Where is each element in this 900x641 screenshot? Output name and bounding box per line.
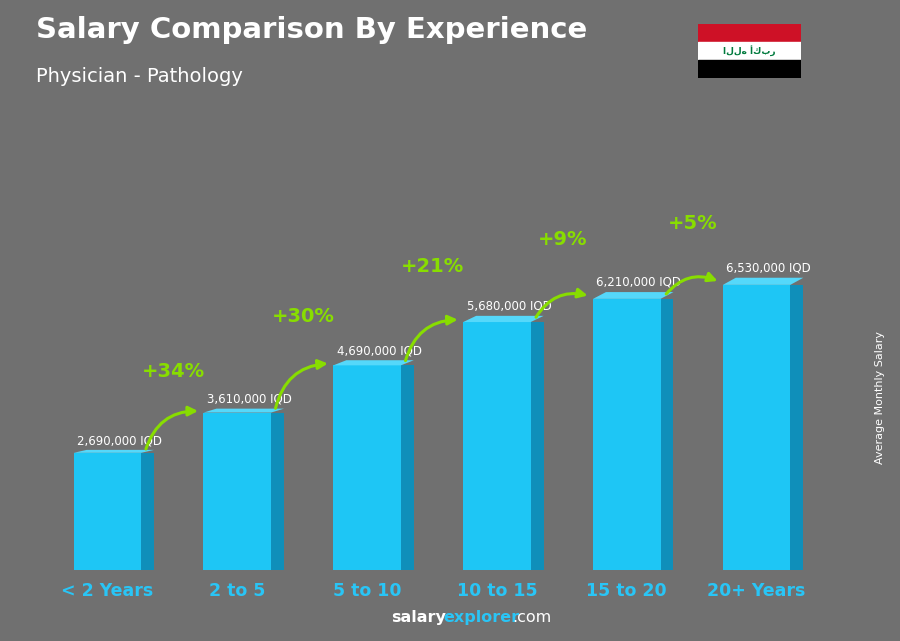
Text: Physician - Pathology: Physician - Pathology (36, 67, 243, 87)
Polygon shape (203, 409, 284, 413)
Polygon shape (271, 413, 284, 570)
Text: explorer: explorer (444, 610, 520, 625)
Text: +9%: +9% (537, 230, 587, 249)
Text: الله أكبر: الله أكبر (723, 46, 776, 56)
Text: Average Monthly Salary: Average Monthly Salary (875, 331, 886, 464)
Polygon shape (464, 316, 544, 322)
Text: 3,610,000 IQD: 3,610,000 IQD (207, 393, 292, 406)
Text: 4,690,000 IQD: 4,690,000 IQD (337, 344, 422, 357)
Text: 6,530,000 IQD: 6,530,000 IQD (726, 262, 811, 274)
Polygon shape (333, 360, 414, 365)
FancyBboxPatch shape (74, 453, 141, 570)
Text: 6,210,000 IQD: 6,210,000 IQD (597, 276, 681, 289)
Text: .com: .com (512, 610, 552, 625)
Bar (698, 24, 801, 42)
Polygon shape (661, 299, 673, 570)
Polygon shape (74, 450, 154, 453)
Text: +5%: +5% (668, 213, 717, 233)
Text: +21%: +21% (401, 257, 464, 276)
Bar (698, 60, 801, 78)
Polygon shape (531, 322, 544, 570)
Text: 5,680,000 IQD: 5,680,000 IQD (466, 300, 552, 313)
Polygon shape (593, 292, 673, 299)
Polygon shape (790, 285, 804, 570)
Polygon shape (141, 453, 154, 570)
FancyBboxPatch shape (203, 413, 271, 570)
Text: Salary Comparison By Experience: Salary Comparison By Experience (36, 16, 587, 44)
Text: +34%: +34% (141, 362, 204, 381)
Bar (698, 42, 801, 60)
Text: 2,690,000 IQD: 2,690,000 IQD (77, 435, 162, 447)
FancyBboxPatch shape (593, 299, 661, 570)
Polygon shape (400, 365, 414, 570)
FancyBboxPatch shape (723, 285, 790, 570)
FancyBboxPatch shape (464, 322, 531, 570)
Text: +30%: +30% (272, 307, 334, 326)
FancyBboxPatch shape (333, 365, 400, 570)
Text: salary: salary (392, 610, 446, 625)
Polygon shape (723, 278, 804, 285)
